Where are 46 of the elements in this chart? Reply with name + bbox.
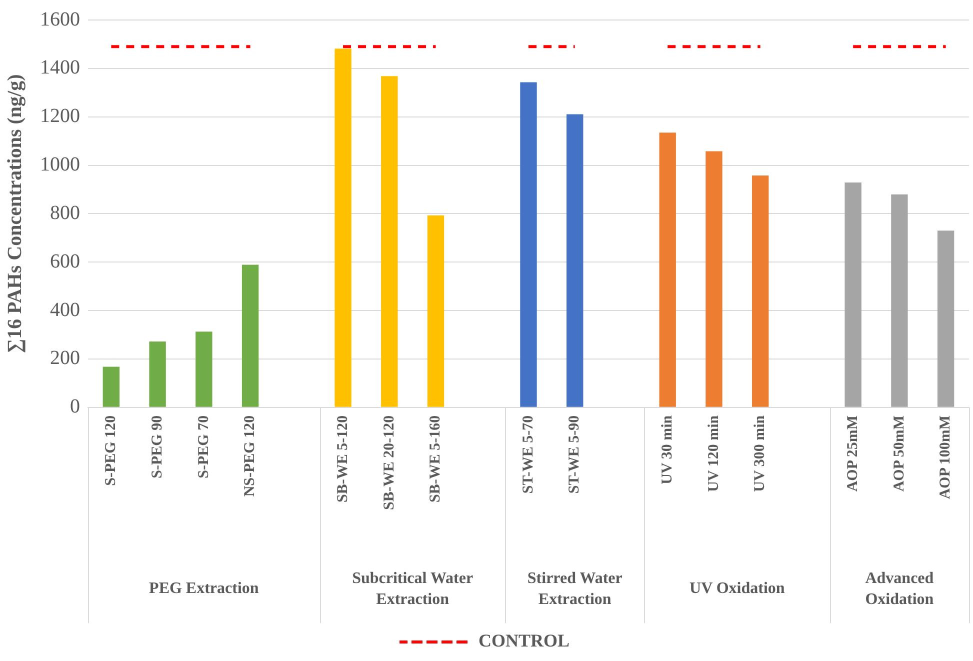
- y-tick-label: 1200: [40, 105, 80, 128]
- bar: [844, 182, 862, 407]
- y-tick-label: 800: [50, 202, 80, 224]
- bar: [427, 215, 444, 407]
- y-tick-label: 0: [70, 396, 80, 418]
- text: PEG Extraction: [149, 580, 259, 598]
- bar: [752, 175, 769, 407]
- text: Stirred Water Extraction: [527, 570, 622, 608]
- bar: [659, 132, 676, 407]
- y-tick-label: 1400: [40, 56, 80, 79]
- text: Advanced Oxidation: [865, 570, 934, 608]
- x-tick-label: SB-WE 5-120: [334, 415, 351, 502]
- bar: [334, 48, 352, 407]
- x-tick-label: AOP 50mM: [891, 415, 908, 492]
- y-tick-label: 400: [50, 298, 80, 321]
- x-tick-label: S-PEG 70: [196, 415, 212, 478]
- bar: [242, 264, 259, 407]
- x-tick-label: UV 300 min: [752, 414, 768, 492]
- x-tick-label: S-PEG 90: [149, 415, 166, 478]
- x-tick-label: S-PEG 120: [103, 415, 120, 486]
- bar: [706, 151, 722, 407]
- x-tick-label: ST-WE 5-90: [566, 415, 583, 494]
- y-tick-label: 1600: [40, 8, 80, 30]
- x-tick-label: ST-WE 5-70: [520, 415, 536, 494]
- bar: [566, 114, 584, 407]
- x-tick-label: UV 120 min: [706, 414, 722, 492]
- legend-label: CONTROL: [478, 630, 570, 651]
- bar: [937, 230, 954, 407]
- bar: [149, 342, 166, 407]
- x-tick-label: AOP 100mM: [938, 415, 954, 500]
- x-tick-label: SB-WE 5-160: [428, 415, 444, 502]
- x-tick-label: UV 30 min: [659, 414, 676, 484]
- bar: [196, 332, 212, 407]
- y-tick-label: 200: [50, 347, 80, 370]
- bar: [381, 76, 398, 407]
- bar: [102, 366, 120, 407]
- x-tick-label: SB-WE 20-120: [381, 415, 398, 510]
- x-tick-label: AOP 25mM: [844, 415, 861, 492]
- text: UV Oxidation: [690, 580, 785, 598]
- y-tick-label: 1000: [40, 154, 80, 176]
- bar: [520, 82, 537, 407]
- bar: [891, 194, 908, 407]
- text: Subcritical Water Extraction: [352, 570, 474, 608]
- x-tick-label: NS-PEG 120: [242, 415, 258, 497]
- y-axis-title: ∑16 PAHs Concentrations (ng/g): [4, 74, 26, 354]
- y-tick-label: 600: [50, 250, 80, 272]
